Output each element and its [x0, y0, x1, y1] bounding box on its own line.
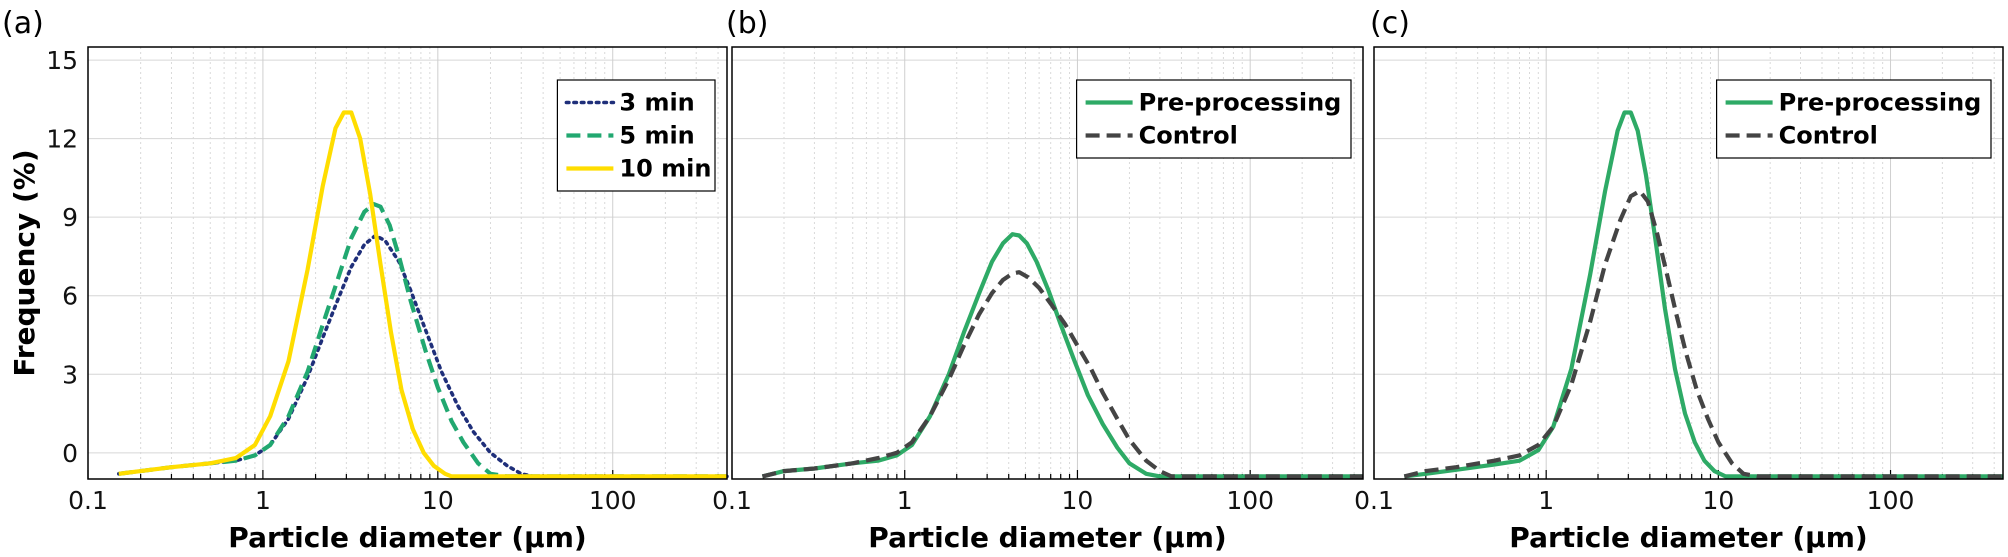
x-tick-label: 0.1	[1354, 486, 1394, 515]
x-tick-label: 1	[897, 486, 913, 515]
panel-label: (a)	[2, 6, 44, 41]
y-tick-label: 3	[62, 360, 78, 389]
plot-frame	[1373, 46, 2004, 480]
y-tick-label: 15	[46, 46, 78, 75]
legend-label: Pre-processing	[1139, 89, 1342, 117]
plot-frame	[87, 46, 728, 480]
legend-label: Control	[1779, 122, 1878, 150]
plot-frame	[731, 46, 1364, 480]
panel-label: (b)	[726, 6, 768, 41]
x-tick-label: 10	[422, 486, 454, 515]
x-tick-label: 100	[1226, 486, 1274, 515]
x-axis-title: Particle diameter (μm)	[228, 521, 586, 554]
panel-label: (c)	[1370, 6, 1410, 41]
y-tick-label: 12	[46, 125, 78, 154]
x-axis-title: Particle diameter (μm)	[1509, 521, 1867, 554]
y-tick-label: 6	[62, 282, 78, 311]
chart-panel-0: 0.1 1 10 100 0 3 6 9 12 15 Particle diameter (μm) F…	[2, 6, 729, 554]
x-tick-label: 100	[1867, 486, 1915, 515]
series-line-control	[761, 270, 1363, 479]
legend-box	[1715, 79, 1992, 159]
legend-box	[1075, 79, 1352, 159]
x-tick-label: 0.1	[68, 486, 108, 515]
legend-label: 3 min	[619, 89, 694, 117]
series-line-control	[1403, 188, 2003, 479]
x-tick-label: 10	[1062, 486, 1094, 515]
legend: Pre-processing Control	[1715, 79, 1992, 159]
x-tick-label: 0.1	[712, 486, 752, 515]
x-tick-label: 100	[589, 486, 637, 515]
x-tick-label: 10	[1702, 486, 1734, 515]
series-line-pre-processing	[761, 232, 1363, 479]
legend: 3 min 5 min 10 min	[556, 79, 716, 192]
y-axis-title: Frequency (%)	[8, 149, 41, 376]
legend-label: 10 min	[619, 155, 711, 183]
legend-label: Control	[1139, 122, 1238, 150]
y-tick-label: 0	[62, 439, 78, 468]
series-line-pre-processing	[1404, 110, 2003, 479]
legend-box	[556, 79, 716, 192]
legend: Pre-processing Control	[1075, 79, 1352, 159]
series-line-3-min	[117, 233, 729, 479]
legend-label: 5 min	[619, 122, 694, 150]
series-line-10-min	[118, 110, 727, 479]
series-line-5-min	[118, 202, 727, 479]
x-tick-label: 1	[1538, 486, 1554, 515]
x-tick-label: 1	[255, 486, 271, 515]
y-tick-label: 9	[62, 203, 78, 232]
x-axis-title: Particle diameter (μm)	[868, 521, 1226, 554]
legend-label: Pre-processing	[1779, 89, 1982, 117]
